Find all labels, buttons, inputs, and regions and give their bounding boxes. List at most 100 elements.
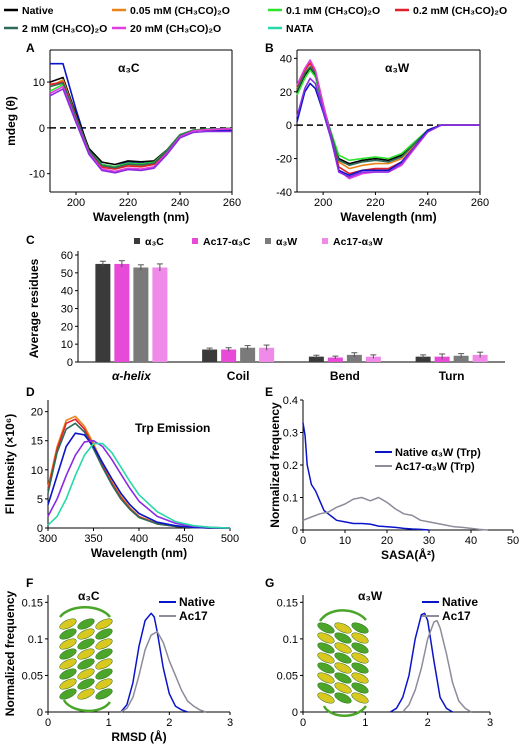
helix-segment xyxy=(351,622,369,634)
helix-segment xyxy=(334,652,352,664)
y-tick-label: 0.15 xyxy=(22,597,43,609)
y-tick-label: 50 xyxy=(61,268,73,280)
helix-segment xyxy=(77,658,95,670)
helix-segment xyxy=(59,688,77,700)
y-tick-label: 20 xyxy=(280,87,292,99)
y-tick-label: 60 xyxy=(61,250,73,262)
x-tick-label: 260 xyxy=(471,197,489,209)
x-tick-label: 2 xyxy=(425,717,431,729)
series-line-7 xyxy=(49,88,232,174)
y-tick-label: 30 xyxy=(61,304,73,316)
series-line-7 xyxy=(296,77,480,178)
helix-segment xyxy=(351,672,369,684)
helix-segment xyxy=(59,648,77,660)
legend-label: Native α₃W (Trp) xyxy=(395,447,481,459)
y-tick-label: -40 xyxy=(276,187,292,199)
x-tick-label: 220 xyxy=(119,197,137,209)
y-tick-label: 40 xyxy=(61,286,73,298)
legend-label: α₃W xyxy=(276,236,297,248)
x-tick-label: 20 xyxy=(381,535,393,547)
helix-segment xyxy=(77,648,95,660)
series-line-1 xyxy=(302,496,488,531)
legend-label: α₃C xyxy=(145,236,164,248)
panel-letter: A xyxy=(26,41,35,55)
x-tick-label: 500 xyxy=(221,533,239,545)
x-tick-label: 240 xyxy=(419,197,437,209)
legend-label: 2 mM (CH₃CO)₂O xyxy=(22,23,107,35)
y-tick-label: 0.05 xyxy=(277,670,298,682)
x-axis-label: SASA(Å²) xyxy=(381,547,435,562)
panel-F: 0 1 2 3 0 0.05 0.1 0.15 RMSD (Å) Normalized frequ… xyxy=(3,590,233,744)
helix-segment xyxy=(95,658,113,670)
helix-segment xyxy=(334,662,352,674)
legend-label: 0.05 mM (CH₃CO)₂O xyxy=(130,5,230,17)
category-label: Bend xyxy=(330,369,360,383)
bar xyxy=(453,355,469,362)
series-line-6 xyxy=(296,82,480,177)
legend-label: 20 mM (CH₃CO)₂O xyxy=(130,23,221,35)
bar xyxy=(472,354,488,362)
y-tick-label: 0 xyxy=(286,120,292,132)
x-tick-label: 200 xyxy=(67,197,85,209)
legend-label: Native xyxy=(442,595,478,609)
helix-segment xyxy=(77,638,95,650)
panel-letter: D xyxy=(26,385,35,399)
panel-letter: C xyxy=(26,233,35,247)
legend-label: NATA xyxy=(286,23,314,35)
helix-segment xyxy=(59,628,77,640)
y-axis-label: Normalized frequency xyxy=(3,590,17,716)
y-tick-label: 0.05 xyxy=(22,670,43,682)
helix-segment xyxy=(77,618,95,630)
helix-segment xyxy=(95,638,113,650)
x-tick-label: 0 xyxy=(300,717,306,729)
helix-segment xyxy=(59,668,77,680)
y-tick-label: 0 xyxy=(67,357,73,369)
panel-letter: F xyxy=(26,576,33,590)
y-tick-label: 0.15 xyxy=(277,597,298,609)
category-label: Coil xyxy=(227,369,250,383)
helix-segment xyxy=(77,688,95,700)
y-tick-label: 10 xyxy=(31,465,43,477)
helix-segment xyxy=(59,678,77,690)
x-axis-label: Wavelength (nm) xyxy=(91,546,187,560)
legend-label: 0.2 mM (CH₃CO)₂O xyxy=(413,5,507,17)
helix-segment xyxy=(334,622,352,634)
panel-G: 0 1 2 3 0 0.05 0.1 0.15 xyxy=(277,595,493,729)
bar xyxy=(327,357,343,362)
y-tick-label: 0.1 xyxy=(28,634,43,646)
y-tick-label: 10 xyxy=(33,77,45,89)
panel-title: α₃C xyxy=(118,61,140,75)
y-tick-label: 20 xyxy=(31,407,43,419)
series-line-3 xyxy=(47,432,230,529)
helix-segment xyxy=(334,682,352,694)
x-tick-label: 350 xyxy=(84,533,102,545)
helix-segment xyxy=(59,618,77,630)
legend-label: Ac17-α₃W (Trp) xyxy=(395,461,475,473)
x-tick-label: 50 xyxy=(507,535,519,547)
y-tick-label: 10 xyxy=(61,339,73,351)
panel-C: 0 10 20 30 40 50 60 α-helix Coil Bend Turn α₃C Ac17-… xyxy=(27,236,505,383)
helix-segment xyxy=(317,682,335,694)
y-axis-label: Fl Intensity (×10⁶) xyxy=(3,414,17,515)
legend-label: Native xyxy=(179,595,215,609)
series-line-1 xyxy=(402,619,472,713)
series-line-4 xyxy=(47,439,231,529)
y-tick-label: 0.4 xyxy=(283,395,298,407)
category-label: Turn xyxy=(439,369,465,383)
x-tick-label: 260 xyxy=(223,197,241,209)
bar xyxy=(95,263,111,362)
helix-segment xyxy=(95,618,113,630)
bar xyxy=(259,347,275,362)
bar xyxy=(240,347,256,362)
y-tick-label: 0.2 xyxy=(283,460,298,472)
bar xyxy=(415,356,431,362)
x-tick-label: 0 xyxy=(45,717,51,729)
x-tick-label: 450 xyxy=(175,533,193,545)
helix-segment xyxy=(351,692,369,704)
bar xyxy=(152,267,168,362)
x-tick-label: 300 xyxy=(39,533,57,545)
y-axis-label: Average residues xyxy=(27,258,41,358)
helix-segment xyxy=(95,628,113,640)
helix-segment xyxy=(95,688,113,700)
helix-segment xyxy=(334,642,352,654)
